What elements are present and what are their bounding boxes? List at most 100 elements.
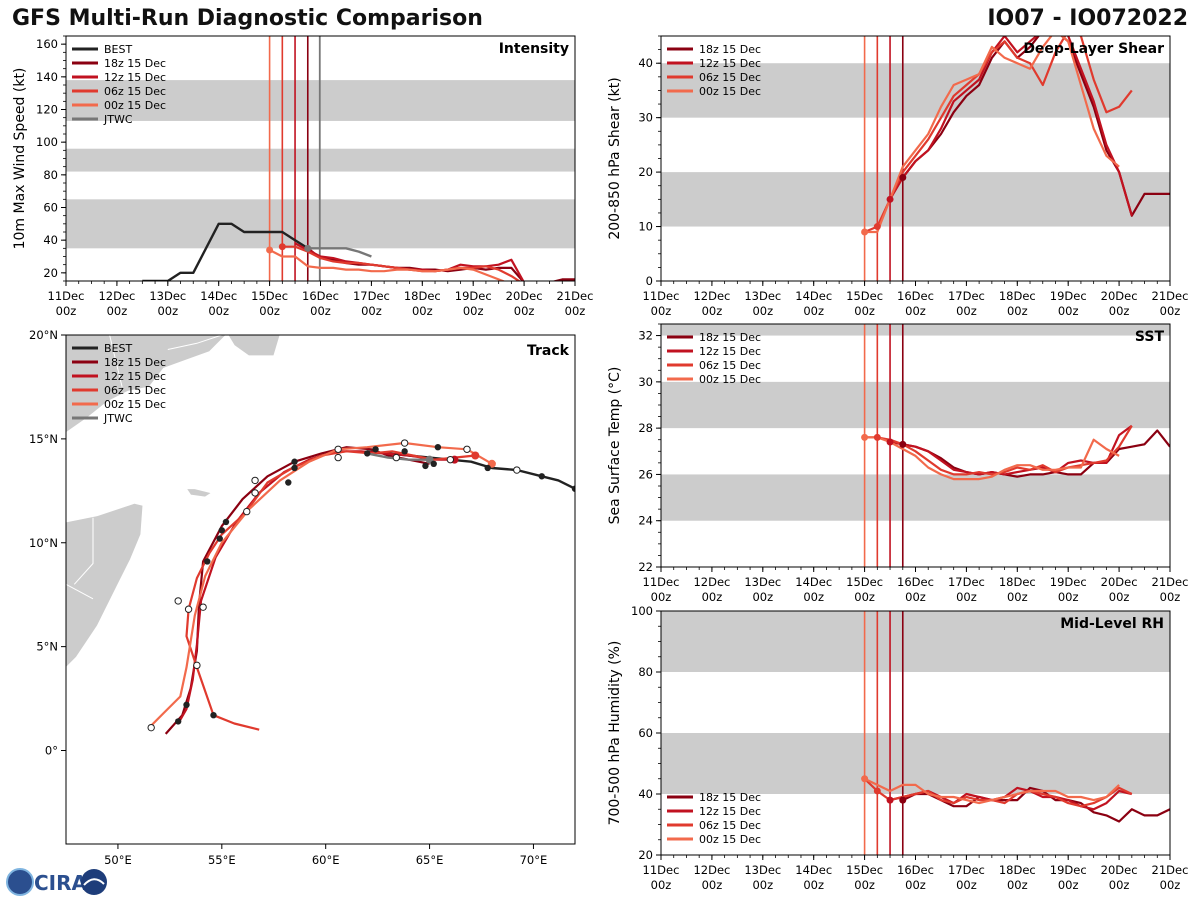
track-filled-point-11 bbox=[285, 479, 292, 486]
sst-band-2 bbox=[661, 324, 1170, 336]
track-border-0 bbox=[109, 335, 123, 388]
shear-series-12z-15-dec bbox=[889, 36, 1133, 217]
storm-id: IO07 - IO072022 bbox=[987, 6, 1188, 31]
track-filled-point-9 bbox=[291, 458, 298, 465]
intensity-xtick-label-hour: 00z bbox=[463, 304, 484, 318]
sst-xtick-label-day: 21Dec bbox=[1152, 575, 1189, 589]
intensity-series-12z-15-dec bbox=[294, 242, 525, 281]
track-hollow-point-13 bbox=[193, 661, 201, 670]
intensity-xtick-label-day: 17Dec bbox=[353, 289, 390, 303]
shear-band-1 bbox=[661, 63, 1170, 118]
track-run-point-1 bbox=[471, 451, 480, 460]
intensity-xtick-label-hour: 00z bbox=[107, 304, 128, 318]
rh-ytick-label: 100 bbox=[631, 604, 653, 618]
sst-xtick-label-hour: 00z bbox=[752, 590, 773, 604]
track-filled-point-4 bbox=[422, 462, 429, 470]
intensity-legend-label-18z-15-dec: 18z 15 Dec bbox=[104, 57, 166, 70]
sst-xtick-label-day: 11Dec bbox=[643, 575, 680, 589]
track-hollow-point-5 bbox=[334, 445, 342, 453]
sst-ytick-label: 30 bbox=[638, 375, 653, 389]
intensity-series-jtwc bbox=[307, 247, 372, 258]
track-xtick-label: 50°E bbox=[104, 853, 132, 867]
track-filled-point-8 bbox=[364, 450, 371, 457]
intensity-panel: 2040608010012014016011Dec00z12Dec00z13De… bbox=[12, 35, 594, 318]
track-hollow-point-12 bbox=[199, 603, 207, 611]
sst-legend-label-12z-15-dec: 12z 15 Dec bbox=[699, 345, 761, 358]
rh-xtick-label-day: 19Dec bbox=[1050, 863, 1087, 877]
rh-xtick-label-hour: 00z bbox=[1007, 878, 1028, 892]
intensity-xtick-label-hour: 00z bbox=[514, 304, 535, 318]
rh-xtick-label-hour: 00z bbox=[905, 878, 926, 892]
shear-marker-3 bbox=[899, 174, 907, 182]
intensity-legend-label-06z-15-dec: 06z 15 Dec bbox=[104, 85, 166, 98]
track-legend-label-00z-15-dec: 00z 15 Dec bbox=[104, 398, 166, 411]
track-filled-point-10 bbox=[291, 464, 298, 472]
shear-xtick-label-hour: 00z bbox=[1109, 304, 1130, 318]
track-filled-point-13 bbox=[218, 527, 226, 534]
track-panel: 50°E 55°E 60°E 65°E 70°E 0° 5°N 10°N 15°N 20°N Tra… bbox=[29, 328, 576, 867]
intensity-ytick-label: 80 bbox=[43, 168, 58, 182]
intensity-xtick-label-day: 19Dec bbox=[455, 289, 492, 303]
track-xtick-label: 70°E bbox=[520, 853, 548, 867]
sst-xtick-label-hour: 00z bbox=[1160, 590, 1181, 604]
cira-emblem-wave bbox=[83, 878, 105, 886]
shear-xtick-label-hour: 00z bbox=[1160, 304, 1181, 318]
intensity-ytick-label: 160 bbox=[36, 37, 58, 51]
sst-xtick-label-hour: 00z bbox=[1007, 590, 1028, 604]
sst-ytick-label: 28 bbox=[638, 421, 653, 435]
track-land-4 bbox=[144, 538, 152, 544]
shear-xtick-label-day: 13Dec bbox=[744, 289, 781, 303]
intensity-ytick-label: 60 bbox=[43, 201, 58, 215]
intensity-ytick-label: 120 bbox=[36, 103, 58, 117]
track-filled-point-14 bbox=[216, 535, 223, 542]
rh-xtick-label-day: 21Dec bbox=[1152, 863, 1189, 877]
rh-xtick-label-hour: 00z bbox=[1058, 878, 1079, 892]
intensity-xtick-label-day: 18Dec bbox=[404, 289, 441, 303]
rh-legend-label-06z-15-dec: 06z 15 Dec bbox=[699, 819, 761, 832]
shear-xtick-label-day: 21Dec bbox=[1152, 289, 1189, 303]
sst-legend-label-00z-15-dec: 00z 15 Dec bbox=[699, 373, 761, 386]
shear-ytick-label: 30 bbox=[638, 111, 653, 125]
intensity-ytick-label: 100 bbox=[36, 135, 58, 149]
intensity-xtick-label-hour: 00z bbox=[565, 304, 586, 318]
track-xtick-label: 55°E bbox=[208, 853, 236, 867]
sst-xtick-label-hour: 00z bbox=[1058, 590, 1079, 604]
shear-xtick-label-day: 18Dec bbox=[999, 289, 1036, 303]
intensity-title: Intensity bbox=[499, 41, 569, 57]
shear-ytick-label: 0 bbox=[646, 274, 653, 288]
sst-xtick-label-hour: 00z bbox=[702, 590, 723, 604]
sst-series-18z-15-dec bbox=[902, 429, 1170, 478]
intensity-marker-0 bbox=[304, 244, 312, 252]
track-filled-point-5 bbox=[434, 443, 442, 451]
sst-xtick-label-hour: 00z bbox=[905, 590, 926, 604]
rh-xtick-label-hour: 00z bbox=[803, 878, 824, 892]
shear-series-06z-15-dec bbox=[864, 36, 1133, 234]
sst-xtick-label-day: 17Dec bbox=[948, 575, 985, 589]
shear-xtick-label-hour: 00z bbox=[1007, 304, 1028, 318]
shear-legend-label-18z-15-dec: 18z 15 Dec bbox=[699, 43, 761, 56]
intensity-xtick-label-day: 20Dec bbox=[506, 289, 543, 303]
rh-xtick-label-day: 18Dec bbox=[999, 863, 1036, 877]
shear-panel: 01020304011Dec00z12Dec00z13Dec00z14Dec00… bbox=[607, 35, 1189, 318]
shear-legend-label-06z-15-dec: 06z 15 Dec bbox=[699, 71, 761, 84]
shear-marker-0 bbox=[861, 228, 869, 236]
track-filled-point-3 bbox=[430, 460, 437, 468]
track-legend-label-best: BEST bbox=[104, 342, 132, 355]
intensity-xtick-label-day: 21Dec bbox=[557, 289, 594, 303]
intensity-marker-2 bbox=[278, 243, 286, 251]
intensity-series-18z-15-dec bbox=[307, 247, 575, 281]
rh-marker-2 bbox=[886, 796, 894, 804]
intensity-xtick-label-hour: 00z bbox=[259, 304, 280, 318]
sst-panel: 22242628303211Dec00z12Dec00z13Dec00z14De… bbox=[607, 323, 1189, 604]
intensity-marker-1 bbox=[266, 246, 274, 254]
track-legend-label-18z-15-dec: 18z 15 Dec bbox=[104, 356, 166, 369]
sst-xtick-label-hour: 00z bbox=[854, 590, 875, 604]
shear-xtick-label-hour: 00z bbox=[803, 304, 824, 318]
sst-xtick-label-hour: 00z bbox=[803, 590, 824, 604]
sst-band-0 bbox=[661, 474, 1170, 521]
track-hollow-point-10 bbox=[174, 597, 182, 605]
shear-legend-label-12z-15-dec: 12z 15 Dec bbox=[699, 57, 761, 70]
